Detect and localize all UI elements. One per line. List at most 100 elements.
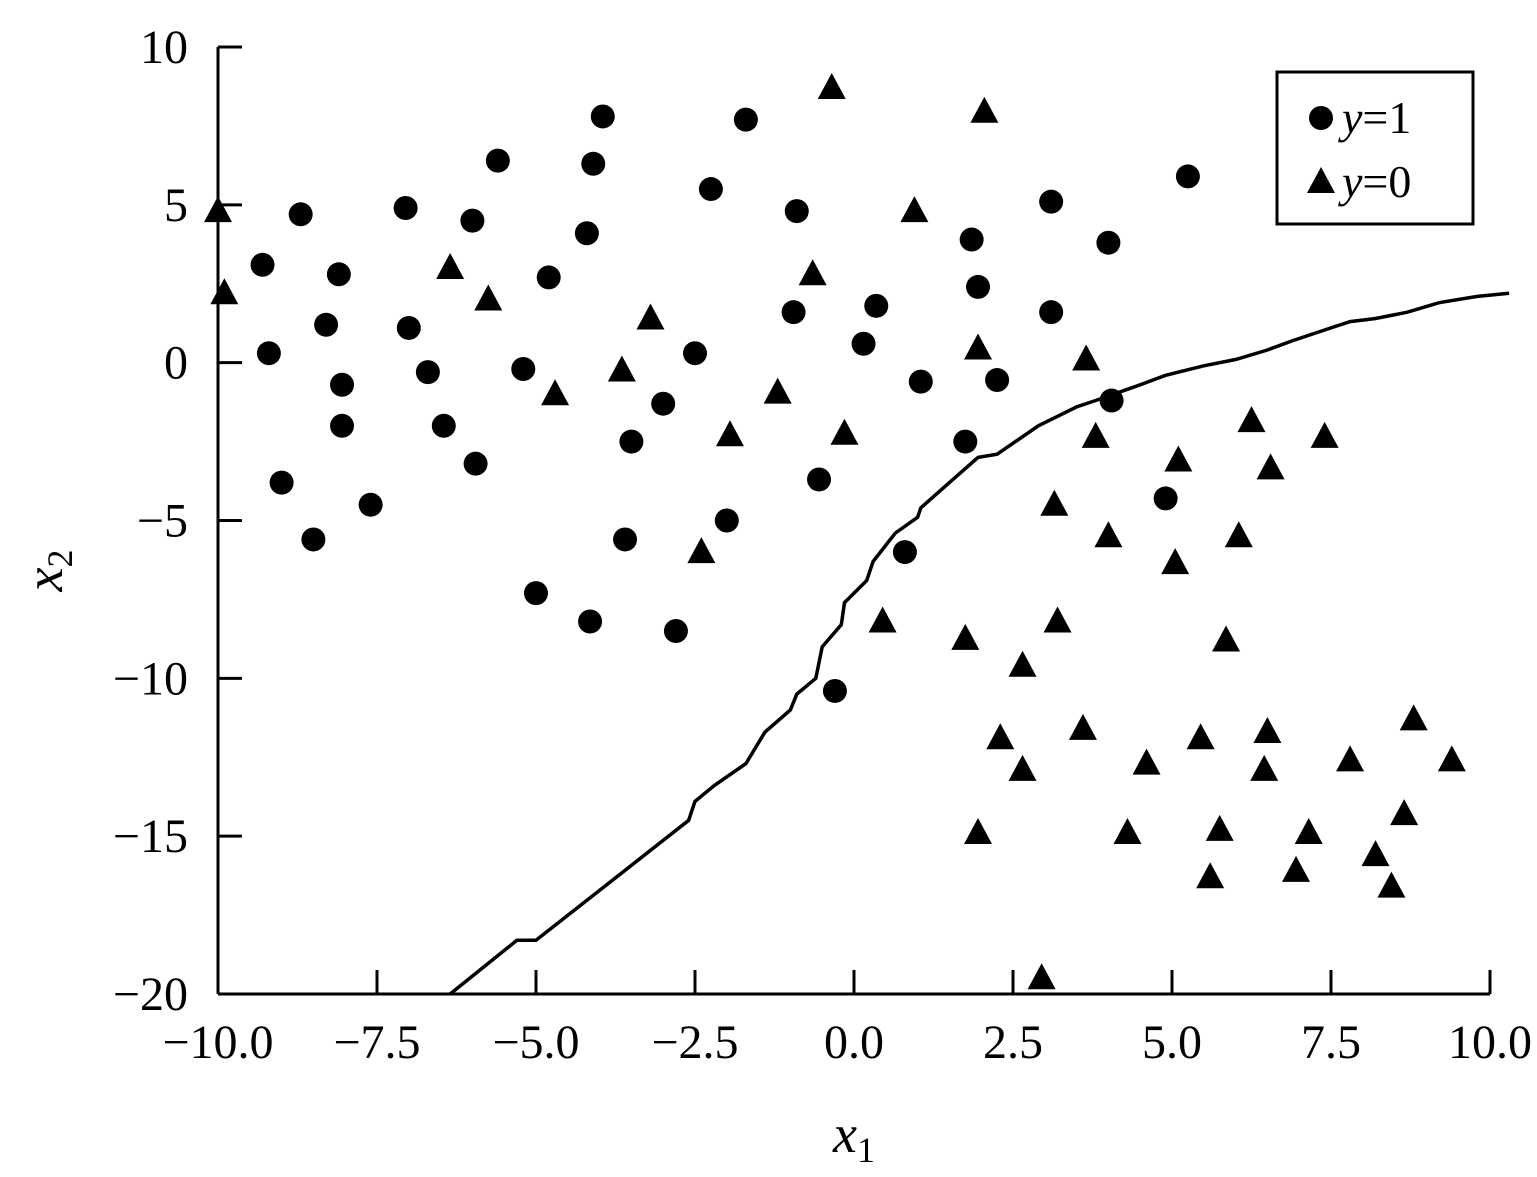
legend-label-var: y (1338, 156, 1363, 207)
triangle-point (607, 355, 636, 382)
y-tick-label: −5 (137, 495, 188, 548)
circle-point (781, 300, 806, 325)
x-axis-title: x1 (832, 1104, 875, 1170)
legend-label-value: =0 (1362, 156, 1411, 207)
circle-point (663, 618, 688, 643)
triangle-point (1212, 625, 1241, 652)
triangle-point (1310, 421, 1339, 448)
triangle-point (1399, 704, 1428, 731)
triangle-point (951, 623, 980, 650)
x-tick-label: 5.0 (1142, 1016, 1202, 1069)
circle-point (396, 315, 421, 340)
circle-point (574, 221, 599, 246)
x-tick-label: −2.5 (651, 1016, 738, 1069)
triangle-point (1043, 606, 1072, 633)
triangle-point (636, 303, 665, 330)
circle-point (985, 368, 1010, 393)
triangle-point (541, 379, 570, 406)
x-tick-label: −5.0 (492, 1016, 579, 1069)
circle-point (1096, 230, 1121, 255)
legend-box (1275, 70, 1475, 226)
circle-point (330, 413, 355, 438)
triangle-point (798, 259, 827, 286)
circle-point (1039, 300, 1064, 325)
circle-point (619, 429, 644, 454)
x-axis-title-var: x (832, 1104, 857, 1164)
circle-point (613, 527, 638, 552)
triangle-point (1094, 521, 1123, 548)
circle-point (864, 293, 889, 318)
y-ticks: 10 5 0 −5 −10 −15 −20 (113, 21, 242, 1021)
triangle-point (868, 606, 897, 633)
circle-point (1175, 164, 1200, 189)
circle-point (733, 107, 758, 132)
y-tick-label: −15 (113, 810, 188, 863)
legend: y=1y=0 (1275, 70, 1475, 226)
circle-point (966, 274, 991, 299)
triangle-point (436, 252, 465, 279)
circle-point (460, 208, 485, 233)
circle-point (578, 609, 603, 634)
circle-point (1099, 388, 1124, 413)
y-tick-label: 10 (140, 21, 188, 74)
triangle-point (1377, 871, 1406, 898)
triangle-point (1237, 406, 1266, 433)
legend-label: y=0 (1338, 156, 1411, 207)
circle-point (314, 312, 339, 337)
legend-circle-marker (1309, 106, 1333, 130)
triangle-point (1068, 713, 1097, 740)
triangle-point (900, 196, 929, 223)
triangle-point (1027, 963, 1056, 990)
triangle-point (1113, 818, 1142, 845)
triangle-point (1164, 445, 1193, 472)
x-tick-label: 7.5 (1301, 1016, 1361, 1069)
triangle-point (1081, 421, 1110, 448)
legend-label-value: =1 (1362, 92, 1411, 143)
circle-point (959, 227, 984, 252)
circle-point (301, 527, 326, 552)
triangle-point (986, 723, 1015, 750)
legend-label-var: y (1338, 92, 1363, 143)
triangle-point (1361, 840, 1390, 867)
triangle-point (1336, 745, 1365, 772)
circle-point (269, 470, 294, 495)
triangle-point (1161, 548, 1190, 575)
circle-point (485, 148, 510, 173)
circle-point (714, 508, 739, 533)
circle-point (524, 581, 548, 606)
x-axis-title-sub: 1 (857, 1130, 875, 1170)
triangle-point (1196, 862, 1225, 889)
triangle-point (1205, 814, 1234, 841)
triangle-point (1250, 754, 1279, 781)
triangle-point (1437, 745, 1466, 772)
circle-point (431, 413, 456, 438)
y-tick-label: −10 (113, 652, 188, 705)
circle-point (822, 678, 847, 703)
y-axis-title-var: x (14, 567, 74, 592)
triangle-point (1256, 453, 1285, 480)
triangle-point (210, 278, 239, 305)
circle-point (953, 429, 978, 454)
triangle-point (204, 196, 232, 223)
triangle-point (763, 377, 792, 404)
circle-point (393, 195, 418, 220)
triangle-point (1008, 754, 1037, 781)
circle-point (536, 265, 561, 290)
circle-point (698, 177, 723, 202)
triangle-point (1390, 799, 1419, 826)
circle-point (415, 360, 440, 385)
circle-point (908, 369, 933, 394)
legend-label: y=1 (1338, 92, 1411, 143)
x-tick-label: 10.0 (1448, 1016, 1532, 1069)
circle-point (1153, 486, 1178, 511)
legend-triangle-marker (1307, 167, 1335, 193)
y-tick-label: 5 (164, 179, 188, 232)
circle-point (807, 467, 832, 492)
triangle-point (1040, 489, 1069, 516)
x-tick-label: 0.0 (824, 1016, 884, 1069)
triangle-point (964, 333, 993, 360)
y-tick-label: 0 (164, 337, 188, 390)
data-points (204, 73, 1466, 990)
decision-boundary (449, 291, 1510, 996)
